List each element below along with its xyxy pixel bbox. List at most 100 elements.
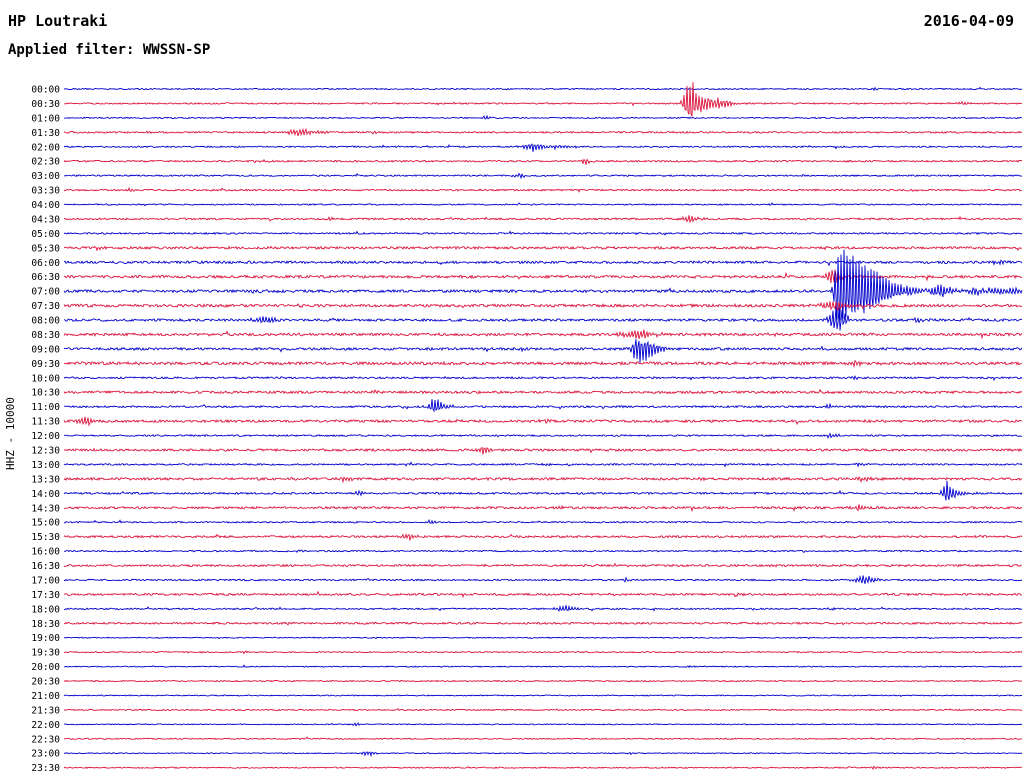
trace-19:30 — [63, 650, 1023, 655]
time-label-14:30: 14:30 — [31, 503, 60, 514]
trace-04:00 — [63, 202, 1023, 207]
time-label-21:30: 21:30 — [31, 705, 60, 716]
trace-11:00 — [63, 399, 1023, 413]
trace-00:00 — [63, 86, 1023, 92]
time-label-13:00: 13:00 — [31, 460, 60, 471]
filter-label: Applied filter: WWSSN-SP — [8, 42, 211, 58]
time-label-10:00: 10:00 — [31, 373, 60, 384]
time-label-02:30: 02:30 — [31, 157, 60, 168]
trace-23:00 — [63, 751, 1023, 758]
time-label-18:00: 18:00 — [31, 604, 60, 615]
trace-00:30 — [64, 82, 1023, 117]
trace-05:30 — [63, 245, 1023, 252]
time-label-15:00: 15:00 — [31, 518, 60, 529]
time-label-03:30: 03:30 — [31, 186, 60, 197]
trace-22:00 — [63, 722, 1023, 727]
trace-21:00 — [63, 694, 1023, 698]
time-label-15:30: 15:30 — [31, 532, 60, 543]
time-label-19:30: 19:30 — [31, 648, 60, 659]
trace-09:00 — [63, 339, 1023, 363]
time-label-05:30: 05:30 — [31, 243, 60, 254]
trace-03:30 — [63, 186, 1023, 193]
trace-20:30 — [63, 679, 1023, 683]
trace-20:00 — [63, 664, 1023, 669]
time-label-18:30: 18:30 — [31, 619, 60, 630]
time-label-22:00: 22:00 — [31, 720, 60, 731]
trace-03:00 — [63, 172, 1023, 180]
trace-12:00 — [63, 432, 1022, 440]
trace-10:30 — [63, 388, 1023, 395]
time-label-06:00: 06:00 — [31, 258, 60, 269]
time-label-17:30: 17:30 — [31, 590, 60, 601]
trace-11:30 — [63, 416, 1023, 427]
time-label-05:00: 05:00 — [31, 229, 60, 240]
trace-18:00 — [64, 604, 1023, 612]
trace-04:30 — [63, 215, 1023, 224]
time-label-03:00: 03:00 — [31, 171, 60, 182]
time-label-09:30: 09:30 — [31, 359, 60, 370]
trace-09:30 — [63, 359, 1023, 368]
time-label-01:00: 01:00 — [31, 113, 60, 124]
record-date: 2016-04-09 — [923, 12, 1014, 30]
time-label-12:00: 12:00 — [31, 431, 60, 442]
time-label-23:30: 23:30 — [31, 763, 60, 774]
time-label-16:30: 16:30 — [31, 561, 60, 572]
time-label-07:00: 07:00 — [31, 287, 60, 298]
trace-14:00 — [63, 480, 1023, 501]
trace-23:30 — [63, 765, 1023, 771]
trace-19:00 — [63, 636, 1022, 640]
trace-02:30 — [63, 158, 1023, 165]
trace-13:00 — [63, 461, 1023, 468]
time-label-22:30: 22:30 — [31, 734, 60, 745]
trace-17:00 — [63, 575, 1023, 585]
time-label-23:00: 23:00 — [31, 749, 60, 760]
time-label-08:00: 08:00 — [31, 316, 60, 327]
trace-13:30 — [63, 475, 1023, 484]
trace-06:00 — [63, 259, 1023, 267]
trace-01:30 — [63, 127, 1023, 137]
time-label-13:30: 13:30 — [31, 474, 60, 485]
time-label-21:00: 21:00 — [31, 691, 60, 702]
time-label-17:00: 17:00 — [31, 576, 60, 587]
time-label-20:30: 20:30 — [31, 677, 60, 688]
trace-01:00 — [64, 114, 1023, 120]
time-label-02:00: 02:00 — [31, 142, 60, 153]
trace-15:30 — [63, 533, 1023, 541]
time-label-06:30: 06:30 — [31, 272, 60, 283]
trace-16:30 — [63, 562, 1023, 568]
trace-15:00 — [63, 518, 1023, 525]
trace-22:30 — [63, 736, 1022, 741]
time-label-01:30: 01:30 — [31, 128, 60, 139]
time-label-08:30: 08:30 — [31, 330, 60, 341]
time-label-10:30: 10:30 — [31, 388, 60, 399]
trace-07:30 — [63, 301, 1023, 311]
time-label-14:00: 14:00 — [31, 489, 60, 500]
time-label-09:00: 09:00 — [31, 344, 60, 355]
trace-17:30 — [63, 590, 1023, 599]
time-label-04:30: 04:30 — [31, 215, 60, 226]
time-label-11:30: 11:30 — [31, 417, 60, 428]
trace-08:30 — [63, 329, 1023, 340]
trace-12:30 — [64, 446, 1023, 455]
trace-06:30 — [63, 269, 1023, 284]
time-label-12:30: 12:30 — [31, 446, 60, 457]
time-label-07:30: 07:30 — [31, 301, 60, 312]
time-label-00:00: 00:00 — [31, 85, 60, 96]
trace-18:30 — [63, 621, 1023, 626]
trace-21:30 — [63, 708, 1023, 712]
trace-10:00 — [63, 375, 1023, 382]
time-label-16:00: 16:00 — [31, 547, 60, 558]
station-title: HP Loutraki — [8, 12, 108, 30]
trace-05:00 — [63, 230, 1023, 236]
trace-14:30 — [63, 504, 1023, 513]
time-label-11:00: 11:00 — [31, 402, 60, 413]
trace-02:00 — [63, 143, 1023, 152]
trace-08:00 — [63, 306, 1023, 331]
time-label-04:00: 04:00 — [31, 200, 60, 211]
time-label-19:00: 19:00 — [31, 633, 60, 644]
trace-16:00 — [64, 549, 1023, 553]
time-label-00:30: 00:30 — [31, 99, 60, 110]
trace-07:00 — [63, 249, 1023, 321]
